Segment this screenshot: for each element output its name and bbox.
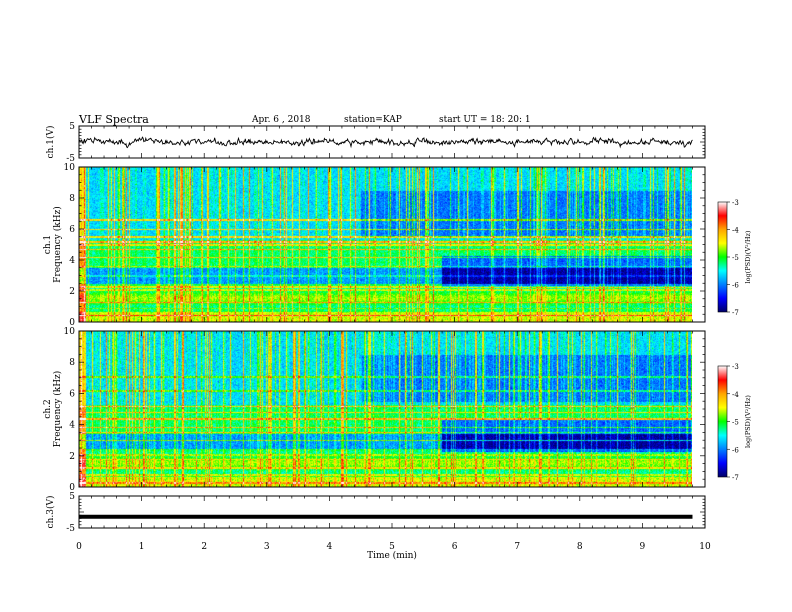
station-label: station=KAP — [344, 115, 402, 125]
x-axis-label: Time (min) — [367, 550, 417, 561]
x-tick-label: 0 — [76, 542, 82, 552]
ch1-waveform-line — [78, 136, 693, 149]
colorbar-label-ch2: log(PSD)(V²/Hz) — [744, 395, 752, 448]
x-tick-label: 4 — [327, 542, 333, 552]
y-tick-label-ch1: 5 — [69, 122, 75, 132]
y-tick-label-ch1: -5 — [66, 154, 75, 164]
chart-title: VLF Spectra — [79, 113, 149, 126]
y-axis-label-ch4: ch.3(V) — [45, 496, 56, 529]
colorbar-tick-label: -7 — [732, 474, 739, 482]
x-tick-label: 5 — [389, 542, 395, 552]
y-tick-label-ch2: 2 — [69, 287, 75, 297]
y-tick-label-ch4: 5 — [69, 492, 75, 502]
colorbar-tick-label: -4 — [732, 227, 739, 235]
y-tick-label-ch3: 4 — [69, 421, 75, 431]
date-label: Apr. 6 , 2018 — [252, 115, 311, 125]
x-tick-label: 10 — [699, 542, 711, 552]
start-ut-label: start UT = 18: 20: 1 — [439, 115, 531, 125]
y-tick-label-ch3: 8 — [69, 358, 75, 368]
x-tick-label: 3 — [264, 542, 270, 552]
y-axis-label-ch1: ch.1(V) — [45, 126, 56, 159]
y-tick-label-ch2: 0 — [69, 318, 75, 328]
y-axis-label-frequency-ch3: Frequency (kHz) — [52, 371, 63, 448]
y-axis-label-ch3: ch.2 — [43, 399, 53, 418]
x-tick-label: 8 — [577, 542, 583, 552]
colorbar-ch2 — [717, 365, 728, 478]
y-tick-label-ch3: 0 — [69, 483, 75, 493]
y-tick-label-ch2: 4 — [69, 256, 75, 266]
y-tick-label-ch3: 10 — [64, 327, 76, 337]
colorbar-tick-label: -7 — [732, 309, 739, 317]
y-tick-label-ch2: 10 — [64, 163, 76, 173]
y-tick-label-ch2: 8 — [69, 194, 75, 204]
colorbar-tick-label: -6 — [732, 446, 739, 454]
y-axis-label-ch2: ch.1 — [43, 235, 53, 254]
x-tick-label: 2 — [201, 542, 207, 552]
colorbar-tick-label: -3 — [732, 199, 739, 207]
y-axis-label-frequency-ch2: Frequency (kHz) — [52, 206, 63, 283]
spectrogram-image-ch2 — [79, 331, 692, 487]
colorbar-tick-label: -3 — [732, 363, 739, 371]
x-tick-label: 7 — [514, 542, 520, 552]
y-tick-label-ch3: 6 — [69, 389, 75, 399]
colorbar-ch1 — [717, 201, 728, 313]
y-tick-label-ch2: 6 — [69, 225, 75, 235]
y-tick-label-ch4: -5 — [66, 524, 75, 534]
x-tick-label: 6 — [452, 542, 458, 552]
y-tick-label-ch3: 2 — [69, 452, 75, 462]
colorbar-tick-label: -4 — [732, 391, 739, 399]
colorbar-tick-label: -5 — [732, 254, 739, 262]
x-tick-label: 1 — [139, 542, 145, 552]
colorbar-label-ch1: log(PSD)(V²/Hz) — [744, 230, 752, 283]
x-tick-label: 9 — [640, 542, 646, 552]
spectrogram-image-ch1 — [79, 167, 692, 322]
colorbar-tick-label: -5 — [732, 419, 739, 427]
colorbar-tick-label: -6 — [732, 282, 739, 290]
